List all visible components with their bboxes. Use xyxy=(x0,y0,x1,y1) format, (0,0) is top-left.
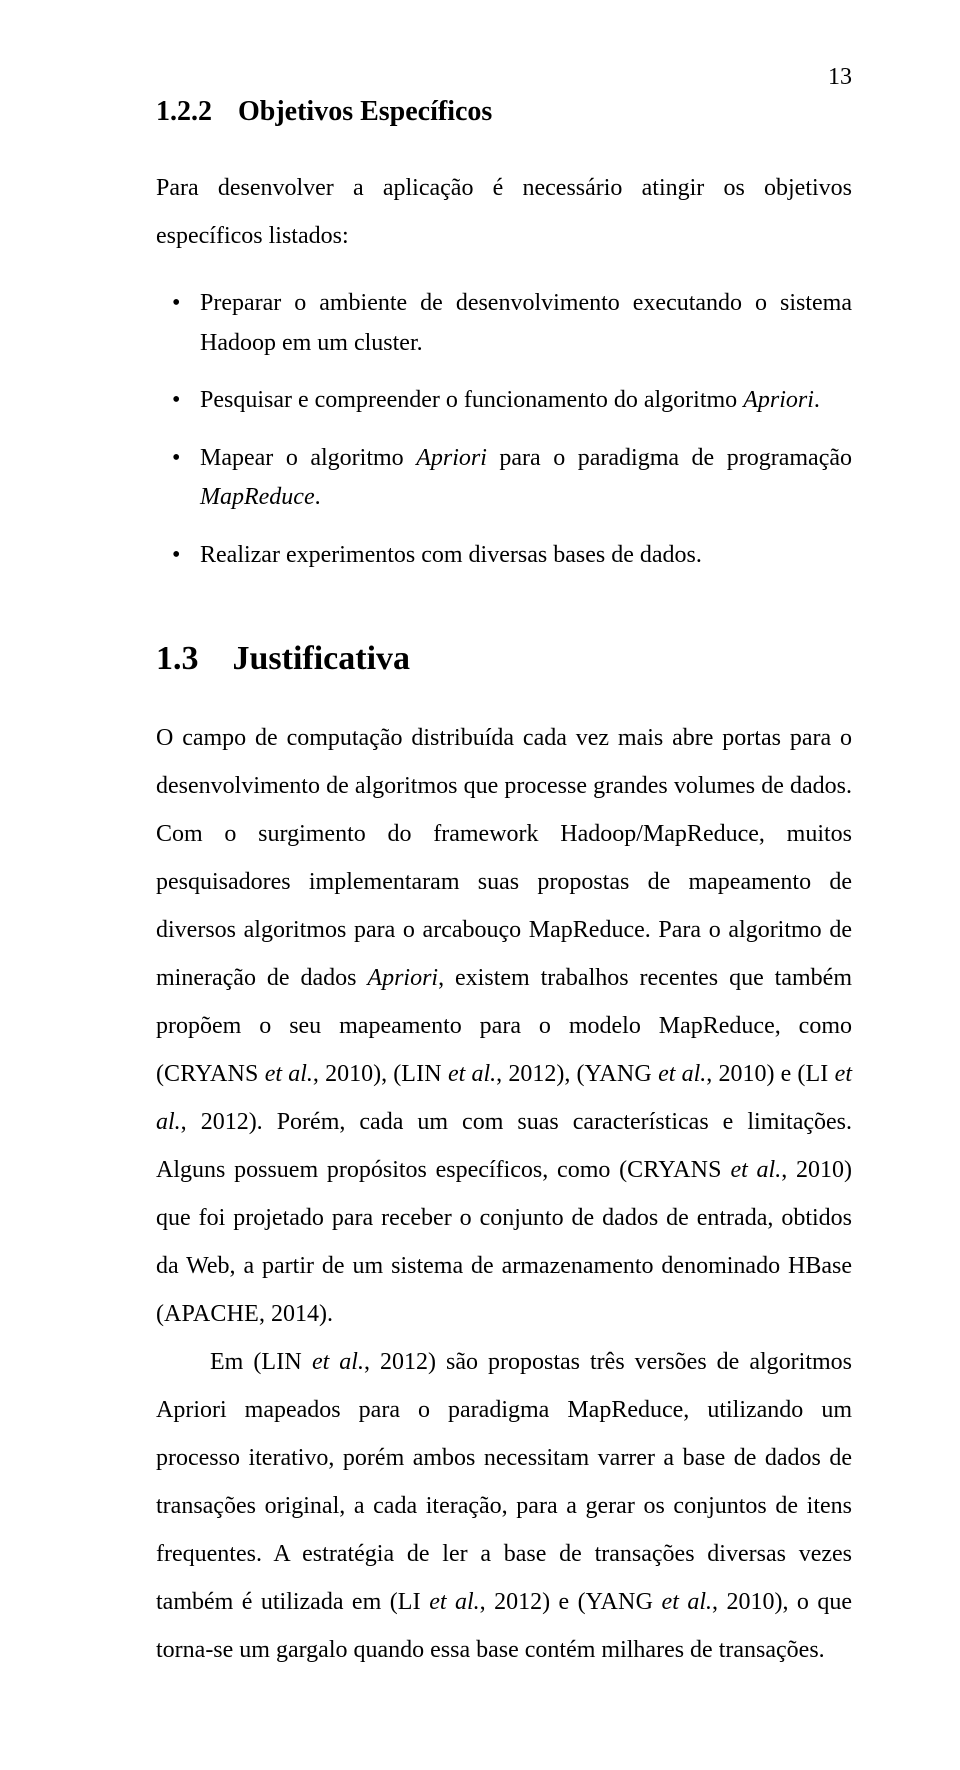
list-text: Mapear o algoritmo xyxy=(200,445,416,471)
citation-etal: et al. xyxy=(259,1061,313,1087)
citation-author: CRYANS xyxy=(164,1061,259,1087)
heading-number: 1.3 xyxy=(156,640,199,678)
list-text: Pesquisar e compreender o funcionamento … xyxy=(200,387,743,413)
intro-paragraph: Para desenvolver a aplicação é necessári… xyxy=(156,164,852,260)
list-item: Mapear o algoritmo Apriori para o paradi… xyxy=(156,439,852,518)
bullet-list: Preparar o ambiente de desenvolvimento e… xyxy=(156,284,852,576)
heading-title: Justificativa xyxy=(233,640,411,677)
citation-author: LI xyxy=(805,1061,828,1087)
list-text: . xyxy=(814,387,820,413)
list-text: Preparar o ambiente de desenvolvimento e… xyxy=(200,290,852,356)
body-text: Em ( xyxy=(210,1349,261,1375)
citation-etal: et al. xyxy=(302,1349,364,1375)
heading-justificativa: 1.3 Justificativa xyxy=(156,640,852,678)
citation-etal: et al. xyxy=(722,1157,782,1183)
body-text: , 2014). xyxy=(259,1301,333,1327)
body-text: , 2010) e ( xyxy=(706,1061,805,1087)
list-item: Pesquisar e compreender o funcionamento … xyxy=(156,381,852,421)
body-paragraph-1: O campo de computação distribuída cada v… xyxy=(156,714,852,1338)
citation-author: YANG xyxy=(586,1589,653,1615)
citation-author: YANG xyxy=(584,1061,651,1087)
citation-etal: et al. xyxy=(652,1061,706,1087)
body-text: , 2012) são propostas três versões de al… xyxy=(156,1349,852,1615)
body-text: O campo de computação distribuída cada v… xyxy=(156,725,852,991)
heading-number: 1.2.2 xyxy=(156,96,212,128)
citation-etal: et al. xyxy=(442,1061,496,1087)
list-item: Realizar experimentos com diversas bases… xyxy=(156,536,852,576)
list-text: para o paradigma de programação xyxy=(487,445,852,471)
page-number: 13 xyxy=(828,64,852,91)
citation-etal: et al. xyxy=(421,1589,480,1615)
heading-objetivos-especificos: 1.2.2 Objetivos Específicos xyxy=(156,96,852,128)
list-italic: Apriori xyxy=(416,445,487,471)
list-italic: MapReduce xyxy=(200,484,315,510)
page: 13 1.2.2 Objetivos Específicos Para desen… xyxy=(0,0,960,1770)
body-text: , 2010), ( xyxy=(313,1061,401,1087)
heading-title: Objetivos Específicos xyxy=(238,96,492,127)
body-text: , 2012), ( xyxy=(496,1061,584,1087)
list-item: Preparar o ambiente de desenvolvimento e… xyxy=(156,284,852,363)
list-text: . xyxy=(315,484,321,510)
citation-etal: et al. xyxy=(653,1589,712,1615)
citation-author: APACHE xyxy=(164,1301,259,1327)
citation-author: CRYANS xyxy=(627,1157,722,1183)
body-paragraph-2: Em (LIN et al., 2012) são propostas três… xyxy=(156,1338,852,1674)
citation-author: LIN xyxy=(261,1349,302,1375)
citation-author: LI xyxy=(398,1589,421,1615)
body-italic: Apriori xyxy=(367,965,438,991)
list-italic: Apriori xyxy=(743,387,814,413)
citation-author: LIN xyxy=(401,1061,442,1087)
body-text: , 2012) e ( xyxy=(480,1589,586,1615)
list-text: Realizar experimentos com diversas bases… xyxy=(200,542,702,568)
